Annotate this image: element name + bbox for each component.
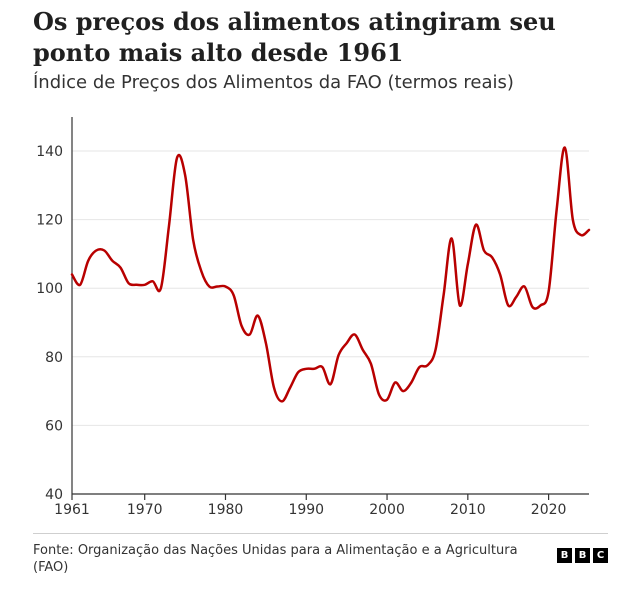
series-line-fao-index (70, 146, 591, 403)
x-tick-label: 1990 (288, 502, 324, 518)
y-tick-label: 140 (36, 144, 63, 160)
x-tick-label: 1961 (54, 502, 90, 518)
x-tick-label: 1980 (208, 502, 244, 518)
y-tick-label: 120 (36, 213, 63, 229)
bbc-logo-letter: C (593, 548, 608, 563)
x-tick-label: 2010 (450, 502, 486, 518)
footer-divider (33, 533, 608, 534)
chart-title: Os preços dos alimentos atingiram seu po… (33, 7, 556, 67)
bbc-logo: B B C (557, 548, 608, 563)
chart-subtitle: Índice de Preços dos Alimentos da FAO (t… (33, 72, 514, 93)
bbc-logo-letter: B (575, 548, 590, 563)
y-tick-label: 100 (36, 281, 63, 297)
source-note: Fonte: Organização das Nações Unidas par… (33, 543, 518, 575)
y-tick-label: 40 (45, 487, 63, 503)
x-tick-label: 2020 (531, 502, 567, 518)
x-tick-label: 2000 (369, 502, 405, 518)
x-tick-label: 1970 (127, 502, 163, 518)
y-tick-label: 80 (45, 350, 63, 366)
y-tick-label: 60 (45, 418, 63, 434)
line-chart: 40 60 80 100 120 140 1961 1970 1980 1990 2000 2010 2… (36, 117, 591, 518)
bbc-logo-letter: B (557, 548, 572, 563)
